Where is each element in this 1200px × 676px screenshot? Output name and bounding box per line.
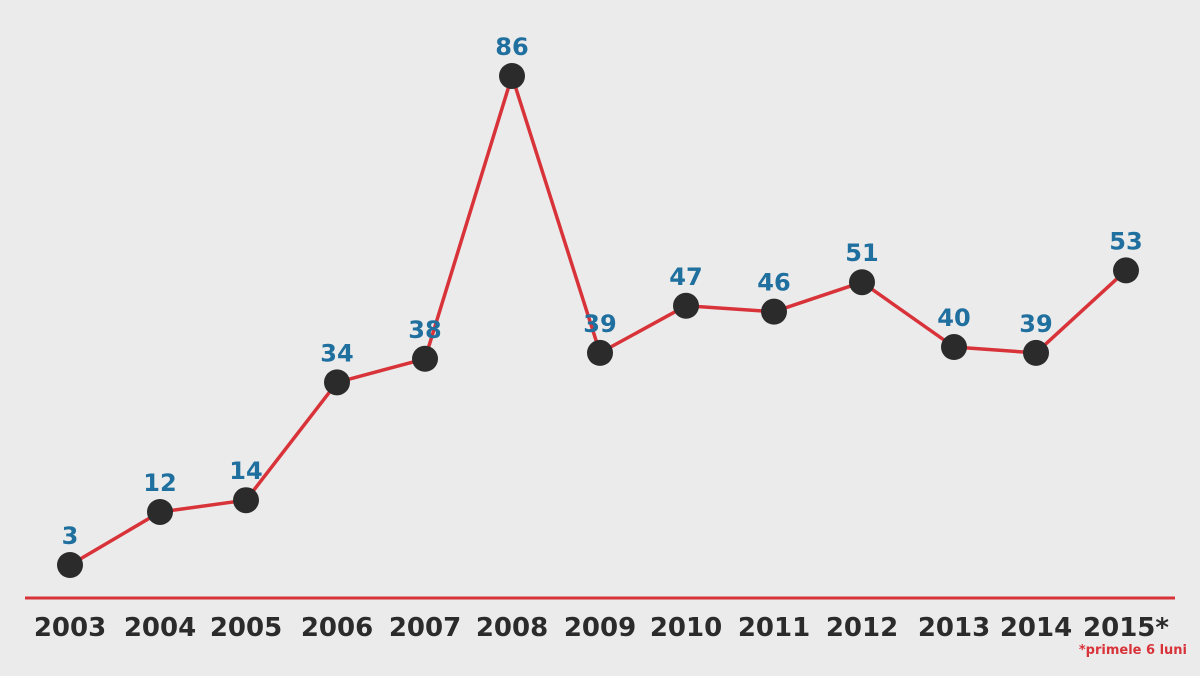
x-tick-label-2008: 2008 <box>476 613 548 643</box>
data-point-2012 <box>849 269 875 296</box>
x-tick-label-2012: 2012 <box>826 613 898 643</box>
value-labels: 3 12 14 34 38 86 39 47 46 51 40 39 53 <box>62 33 1143 550</box>
value-label-2004: 12 <box>143 469 176 497</box>
x-tick-label-2004: 2004 <box>124 613 196 643</box>
value-label-2014: 39 <box>1019 310 1052 338</box>
x-tick-label-2009: 2009 <box>564 613 636 643</box>
x-tick-label-2015: 2015* <box>1083 613 1169 643</box>
x-tick-labels: 2003 2004 2005 2006 2007 2008 2009 2010 2011 2012… <box>34 613 1170 643</box>
data-point-2003 <box>57 552 83 578</box>
value-label-2015: 53 <box>1109 227 1142 255</box>
x-tick-label-2010: 2010 <box>650 613 722 643</box>
value-label-2006: 34 <box>320 339 353 367</box>
data-point-2015 <box>1113 257 1139 284</box>
x-tick-label-2006: 2006 <box>301 613 373 643</box>
x-tick-label-2007: 2007 <box>389 613 461 643</box>
data-point-2004 <box>147 498 173 525</box>
data-point-2011 <box>761 298 787 325</box>
x-tick-label-2013: 2013 <box>918 613 990 643</box>
data-point-2013 <box>941 334 967 361</box>
data-point-2006 <box>324 369 350 396</box>
x-tick-label-2005: 2005 <box>210 613 282 643</box>
data-markers <box>57 63 1139 578</box>
data-point-2005 <box>233 487 259 514</box>
value-label-2007: 38 <box>408 316 441 344</box>
value-label-2011: 46 <box>757 269 790 297</box>
data-point-2008 <box>499 63 525 89</box>
data-point-2009 <box>587 339 613 366</box>
value-label-2010: 47 <box>669 263 702 291</box>
x-tick-label-2014: 2014 <box>1000 613 1072 643</box>
value-label-2012: 51 <box>845 239 878 267</box>
x-tick-label-2011: 2011 <box>738 613 810 643</box>
value-label-2009: 39 <box>583 310 616 338</box>
value-label-2005: 14 <box>229 457 262 485</box>
data-point-2014 <box>1023 339 1049 366</box>
x-tick-label-2003: 2003 <box>34 613 106 643</box>
value-label-2003: 3 <box>62 522 79 550</box>
value-label-2008: 86 <box>495 33 528 61</box>
footnote: *primele 6 luni <box>1079 643 1187 658</box>
value-label-2013: 40 <box>937 304 970 332</box>
data-point-2010 <box>673 292 699 319</box>
data-point-2007 <box>412 345 438 372</box>
